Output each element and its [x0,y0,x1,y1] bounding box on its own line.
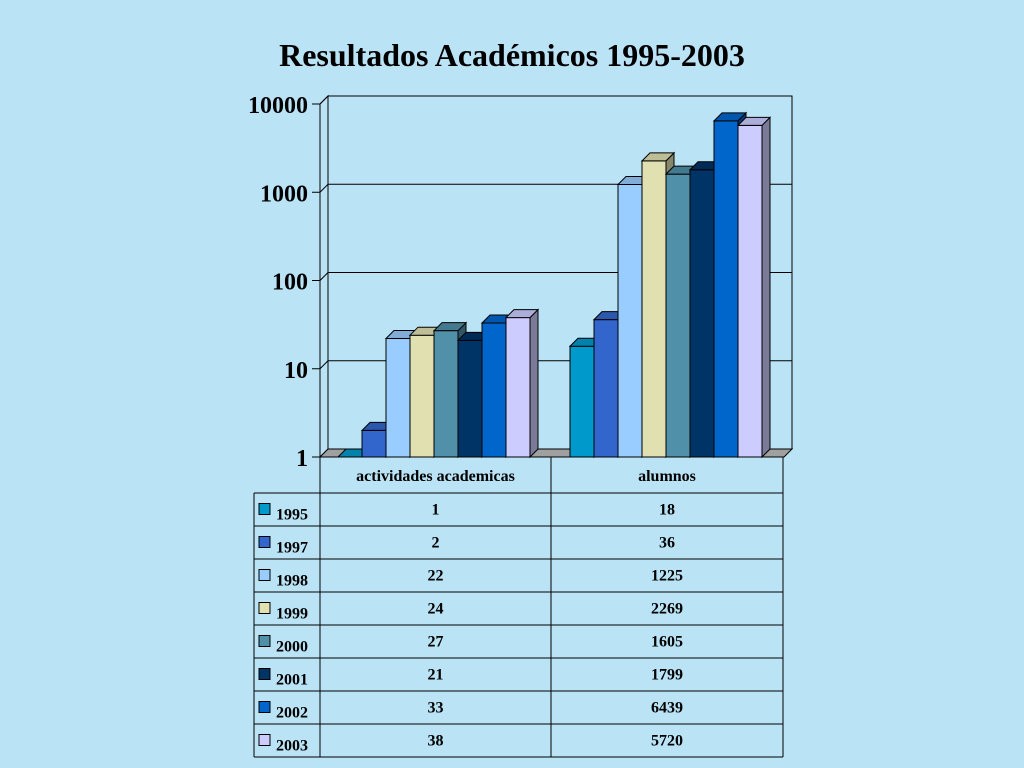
bar-front [433,330,459,458]
table-cell: 22 [428,568,444,585]
table-cell: 21 [428,667,444,684]
table-cell: 1799 [651,667,683,684]
legend-label: 1995 [276,507,308,524]
bar-front [481,322,507,458]
legend-swatch [258,734,271,746]
legend-label: 2003 [276,738,308,755]
legend-label: 2001 [276,672,308,689]
table-cell: 6439 [651,700,683,717]
bar-front [713,120,739,458]
table-cell: 38 [428,733,444,750]
chart-title: Resultados Académicos 1995-2003 [279,37,745,73]
legend-label: 1999 [276,606,308,623]
table-cell: 24 [428,601,444,618]
data-table: actividades academicas alumnos 1995 1 18 1997… [253,457,784,758]
table-cell: 27 [428,634,444,651]
table-cell: 33 [428,700,444,717]
bar [504,308,540,459]
legend-swatch [258,569,271,581]
table-cell: 5720 [651,733,683,750]
y-tick-label: 1000 [260,181,308,207]
bar-top [712,112,748,122]
gridline [319,95,792,105]
bar-front [569,345,595,458]
y-tick-label: 100 [272,270,308,296]
bar-front [689,169,715,458]
bar-side [529,308,539,459]
legend-swatch [258,635,271,647]
table-cell: 1 [432,502,440,519]
bar-front [505,317,531,458]
bar-front [641,160,667,458]
bar [736,116,772,459]
legend-label: 2000 [276,639,308,656]
y-tick-label: 10000 [248,93,308,119]
legend-swatch [258,602,271,614]
bar-top [504,309,540,319]
bar-top [640,152,676,162]
category-label: actividades academicas [356,468,515,485]
table-cell: 1605 [651,634,683,651]
bar-front [409,334,435,458]
bar-front [457,339,483,458]
legend-swatch [258,536,271,548]
plot-area: 1 10 100 1000 10000 [248,93,794,472]
bar-front [593,319,619,458]
bar-front [385,338,411,458]
legend-label: 1997 [276,540,308,557]
bar-top [432,322,468,332]
bar-front [617,183,643,458]
legend-label: 2002 [276,705,308,722]
bar-front [361,429,387,458]
y-tick-label: 10 [284,358,308,384]
legend-swatch [258,668,271,680]
legend-swatch [258,701,271,713]
bar-front [665,173,691,458]
category-label: alumnos [638,468,696,485]
table-cell: 18 [659,502,675,519]
legend-swatch [258,503,271,515]
table-cell: 36 [659,535,675,552]
bar-top [736,116,772,126]
bar-front [737,124,763,458]
table-cell: 2269 [651,601,683,618]
table-cell: 1225 [651,568,683,585]
bar-side [761,116,771,459]
table-cell: 2 [432,535,440,552]
y-tick-label: 1 [296,446,308,472]
legend-label: 1998 [276,573,308,590]
